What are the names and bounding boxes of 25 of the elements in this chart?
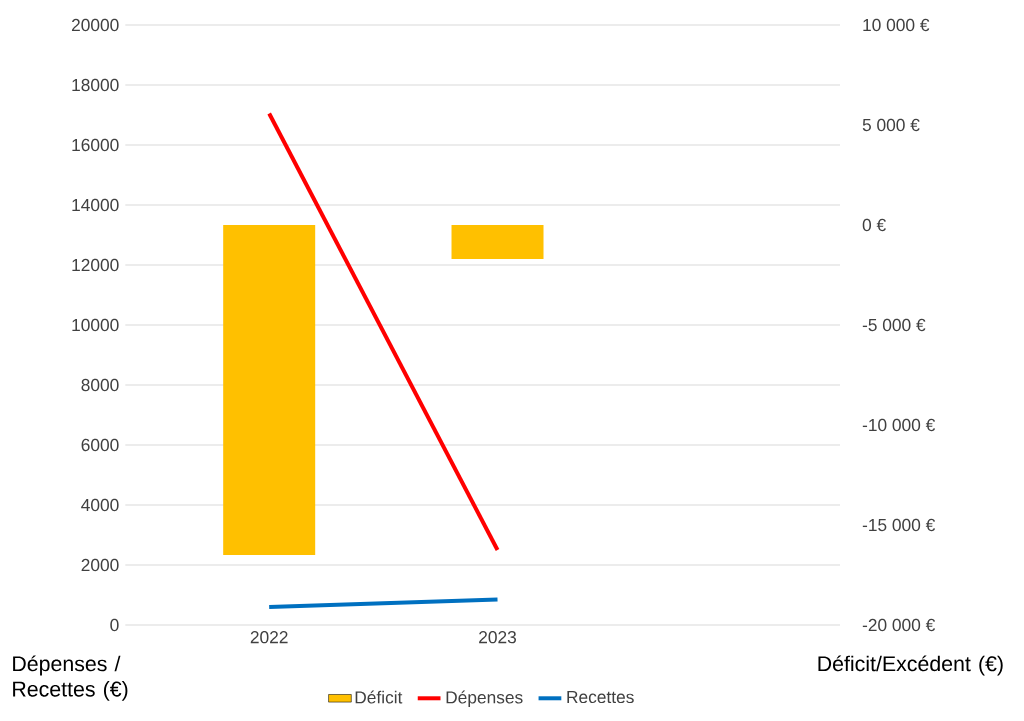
y-tick-label: 10000 xyxy=(72,318,119,332)
legend-label: Dépenses xyxy=(446,690,523,707)
y2-tick-label: 10 000 € xyxy=(863,18,930,32)
x-tick-label: 2022 xyxy=(250,631,288,644)
y2-tick-label: -10 000 € xyxy=(862,418,936,432)
y-tick-label: 16000 xyxy=(72,138,119,152)
y-tick-label: 2000 xyxy=(81,558,119,572)
y-tick-label: 0 xyxy=(110,618,119,632)
y-tick-label: 8000 xyxy=(81,378,119,392)
y-tick-label: 20000 xyxy=(71,18,119,32)
y2-tick-label: -15 000 € xyxy=(862,518,936,532)
y-tick-label: 14000 xyxy=(72,198,119,212)
y-axis-title: Dépenses / Recettes (€) xyxy=(13,655,128,701)
y-tick-label: 6000 xyxy=(81,438,119,452)
y-tick-label: 4000 xyxy=(81,498,119,512)
y2-axis-title: Déficit/Excédent (€) xyxy=(818,655,1003,676)
y2-tick-label: 5 000 € xyxy=(862,118,920,132)
legend-label: Recettes xyxy=(567,691,634,704)
y2-tick-label: -5 000 € xyxy=(862,318,926,332)
x-tick-label: 2023 xyxy=(479,631,517,644)
y-tick-label: 18000 xyxy=(72,78,119,92)
y2-tick-label: 0 € xyxy=(862,218,886,232)
y-tick-label: 12000 xyxy=(72,258,119,272)
legend-label: Déficit xyxy=(355,690,403,704)
y2-tick-label: -20 000 € xyxy=(862,618,936,632)
